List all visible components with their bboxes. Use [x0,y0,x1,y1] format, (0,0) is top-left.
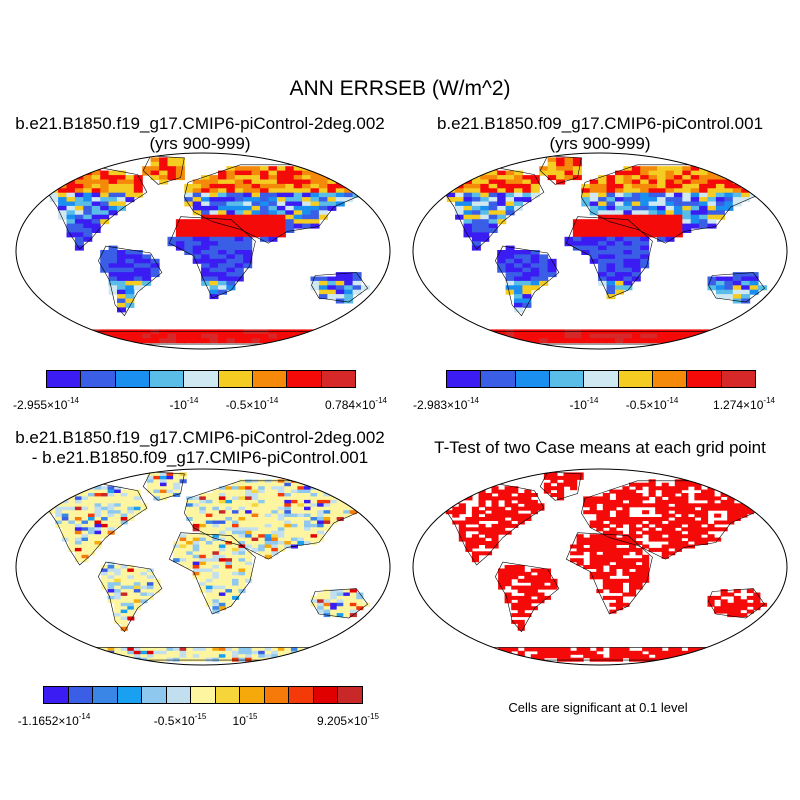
colorbar-diff [43,686,363,704]
colorbar-swatch [618,371,653,387]
colorbar-swatch [149,371,185,387]
colorbar-swatch [721,371,755,387]
colorbar-swatch [252,371,288,387]
coastline-greenland [539,471,582,501]
map-case1 [15,152,391,350]
panel-title-case2: b.e21.B1850.f09_g17.CMIP6-piControl.001 … [437,114,763,154]
colorbar-swatch [338,687,362,703]
map-ttest [412,468,788,666]
coastline-samerica [97,561,163,633]
map-diff [15,468,391,666]
coastline-samerica [494,245,560,317]
coastline-greenland [142,471,185,501]
main-title: ANN ERRSEB (W/m^2) [289,77,511,100]
coastline-africa [168,216,256,299]
cbar-diff-label-3: 10-15 [232,712,258,728]
colorbar-swatch [515,371,550,387]
colorbar-swatch [652,371,688,387]
colorbar-swatch [166,687,192,703]
colorbar-case2 [446,370,756,388]
colorbar-swatch [184,371,219,387]
cbar-diff-label-2: -0.5×10-15 [153,712,207,728]
colorbar-swatch [313,687,339,703]
panel-title-case1-line1: b.e21.B1850.f19_g17.CMIP6-piControl-2deg… [15,114,385,133]
colorbar-swatch [240,687,265,703]
colorbar-swatch [93,687,118,703]
colorbar-swatch [481,371,516,387]
coastline-australia [311,588,369,619]
colorbar-swatch [142,687,167,703]
cbar-case1-label-max: 0.784×10-14 [325,396,387,412]
colorbar-swatch [584,371,619,387]
panel-title-diff: b.e21.B1850.f19_g17.CMIP6-piControl-2deg… [15,428,385,468]
coastline-africa [565,216,653,299]
coastline-namerica [43,483,148,566]
colorbar-swatch [321,371,355,387]
cbar-case2-label-2: -10-14 [569,396,599,412]
colorbar-swatch [687,371,722,387]
coastline-australia [311,272,369,303]
colorbar-swatch [117,687,143,703]
cbar-case2-label-max: 1.274×10-14 [713,396,775,412]
colorbar-swatch [218,371,253,387]
colorbar-swatch [215,687,241,703]
colorbar-swatch [44,687,69,703]
colorbar-case1 [46,370,356,388]
colorbar-swatch [81,371,116,387]
map-border [412,468,788,666]
cbar-diff-label-max: 9.205×10-15 [317,712,379,728]
cbar-case2-label-3: -0.5×10-14 [625,396,679,412]
cbar-case1-label-2: -10-14 [169,396,199,412]
coastline-australia [708,588,766,619]
coastline-greenland [142,155,185,185]
coastline-australia [708,272,766,303]
panel-title-case2-line1: b.e21.B1850.f09_g17.CMIP6-piControl.001 [436,114,764,133]
colorbar-swatch [447,371,482,387]
coastline-greenland [539,155,582,185]
cbar-diff-label-min: -1.1652×10-14 [17,712,91,728]
coastline-samerica [97,245,163,317]
colorbar-swatch [289,687,314,703]
coastline-africa [168,532,256,615]
colorbar-swatch [287,371,322,387]
panel-title-diff-line2: - b.e21.B1850.f09_g17.CMIP6-piControl.00… [31,448,369,467]
colorbar-swatch [47,371,82,387]
coastline-namerica [440,167,545,250]
colorbar-swatch [115,371,150,387]
cbar-case1-label-3: -0.5×10-14 [225,396,279,412]
map-border [15,152,391,350]
colorbar-swatch [264,687,290,703]
coastline-namerica [440,483,545,566]
panel-title-diff-line1: b.e21.B1850.f19_g17.CMIP6-piControl-2deg… [15,428,385,447]
cbar-case2-label-min: -2.983×10-14 [413,396,479,412]
coastline-namerica [43,167,148,250]
map-border [412,152,788,350]
colorbar-swatch [191,687,216,703]
map-case2 [412,152,788,350]
colorbar-swatch [549,371,585,387]
colorbar-swatch [68,687,94,703]
map-border [15,468,391,666]
panel-title-case1-line2: (yrs 900-999) [149,134,251,153]
coastline-samerica [494,561,560,633]
cbar-case1-label-min: -2.955×10-14 [13,396,79,412]
panel-title-case2-line2: (yrs 900-999) [549,134,651,153]
coastline-africa [565,532,653,615]
panel-title-case1: b.e21.B1850.f19_g17.CMIP6-piControl-2deg… [15,114,385,154]
significance-note: Cells are significant at 0.1 level [508,700,688,715]
panel-title-ttest: T-Test of two Case means at each grid po… [434,438,766,457]
